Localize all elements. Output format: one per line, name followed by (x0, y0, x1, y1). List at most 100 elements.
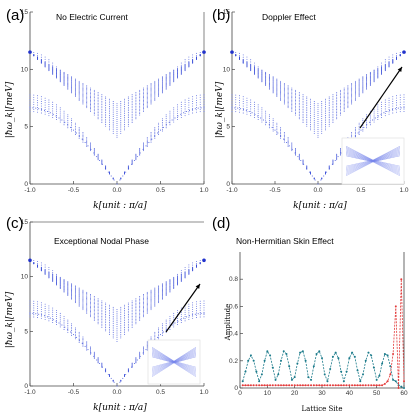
band-point (165, 284, 167, 286)
band-point (71, 83, 73, 85)
band-point (78, 304, 80, 306)
band-point (257, 110, 259, 112)
band-point (139, 98, 141, 100)
band-point (347, 104, 349, 106)
band-point (161, 295, 163, 297)
band-point (261, 115, 263, 117)
band-point (169, 329, 171, 330)
band-point (150, 300, 152, 301)
band-point (135, 310, 137, 311)
band-point (157, 336, 159, 338)
band-point (93, 318, 95, 320)
band-point (71, 298, 73, 300)
band-point (154, 288, 156, 290)
band-point (154, 87, 156, 89)
band-point (366, 77, 368, 79)
band-point (119, 381, 121, 383)
band-point (291, 110, 293, 112)
band-point (295, 92, 297, 94)
data-point (252, 384, 255, 387)
band-point (82, 134, 84, 136)
band-point (174, 117, 176, 119)
band-point (150, 87, 152, 89)
band-point (347, 93, 349, 94)
band-point (165, 285, 167, 287)
band-point (74, 329, 76, 330)
band-point (325, 115, 326, 116)
band-point (298, 98, 300, 100)
inset-line (372, 152, 401, 162)
band-point (124, 111, 126, 113)
band-point (154, 291, 156, 293)
x-tick-label: 1.0 (199, 389, 208, 396)
band-point (112, 335, 114, 337)
band-point (384, 108, 386, 110)
band-point (165, 114, 167, 116)
band-point (127, 113, 129, 115)
band-point (131, 322, 133, 324)
band-point (135, 96, 137, 98)
band-point (135, 110, 137, 112)
band-point (184, 318, 186, 320)
band-point (313, 121, 315, 123)
band-point (143, 308, 144, 310)
band-point (120, 112, 122, 114)
band-point (332, 122, 334, 123)
band-point (74, 122, 76, 124)
band-point (78, 128, 80, 130)
band-point (276, 84, 278, 86)
band-point (321, 129, 323, 131)
band-point (177, 112, 178, 114)
band-point (389, 109, 391, 111)
band-point (150, 138, 152, 140)
band-point (169, 323, 171, 325)
band-point (67, 76, 69, 78)
band-point (86, 312, 88, 314)
band-point (59, 76, 61, 78)
band-point (37, 55, 39, 57)
band-point (158, 82, 160, 84)
band-point (29, 108, 31, 110)
band-point (37, 310, 39, 312)
band-point (287, 107, 289, 109)
band-point (169, 280, 171, 282)
band-point (71, 80, 73, 82)
band-point (150, 301, 152, 303)
band-point (105, 320, 107, 322)
band-point (120, 110, 122, 112)
band-point (384, 115, 386, 117)
band-point (108, 318, 110, 320)
band-point (381, 108, 383, 110)
band-point (180, 108, 182, 110)
band-point (373, 73, 375, 75)
band-point (388, 113, 390, 115)
band-point (90, 99, 91, 101)
series-0-points (241, 350, 405, 389)
band-point (90, 142, 91, 144)
band-point (135, 320, 137, 322)
band-point (268, 76, 270, 78)
panel-a-letter: (a) (6, 7, 24, 24)
inset-line (345, 152, 374, 162)
band-point (105, 305, 107, 307)
band-point (93, 310, 95, 311)
band-point (37, 264, 39, 266)
data-point (274, 378, 277, 381)
band-point (127, 99, 129, 101)
band-point (150, 297, 152, 299)
band-point (90, 350, 91, 352)
data-point (244, 370, 247, 373)
band-point (347, 107, 349, 109)
band-point (63, 77, 65, 79)
band-point (347, 86, 349, 88)
band-point (131, 300, 133, 302)
band-point (339, 92, 341, 94)
band-point (90, 97, 91, 99)
band-point (127, 103, 129, 105)
band-point (56, 273, 57, 275)
band-point (334, 159, 336, 161)
band-point (343, 110, 345, 112)
band-point (203, 316, 205, 318)
data-point (367, 384, 370, 387)
band-point (74, 287, 76, 289)
